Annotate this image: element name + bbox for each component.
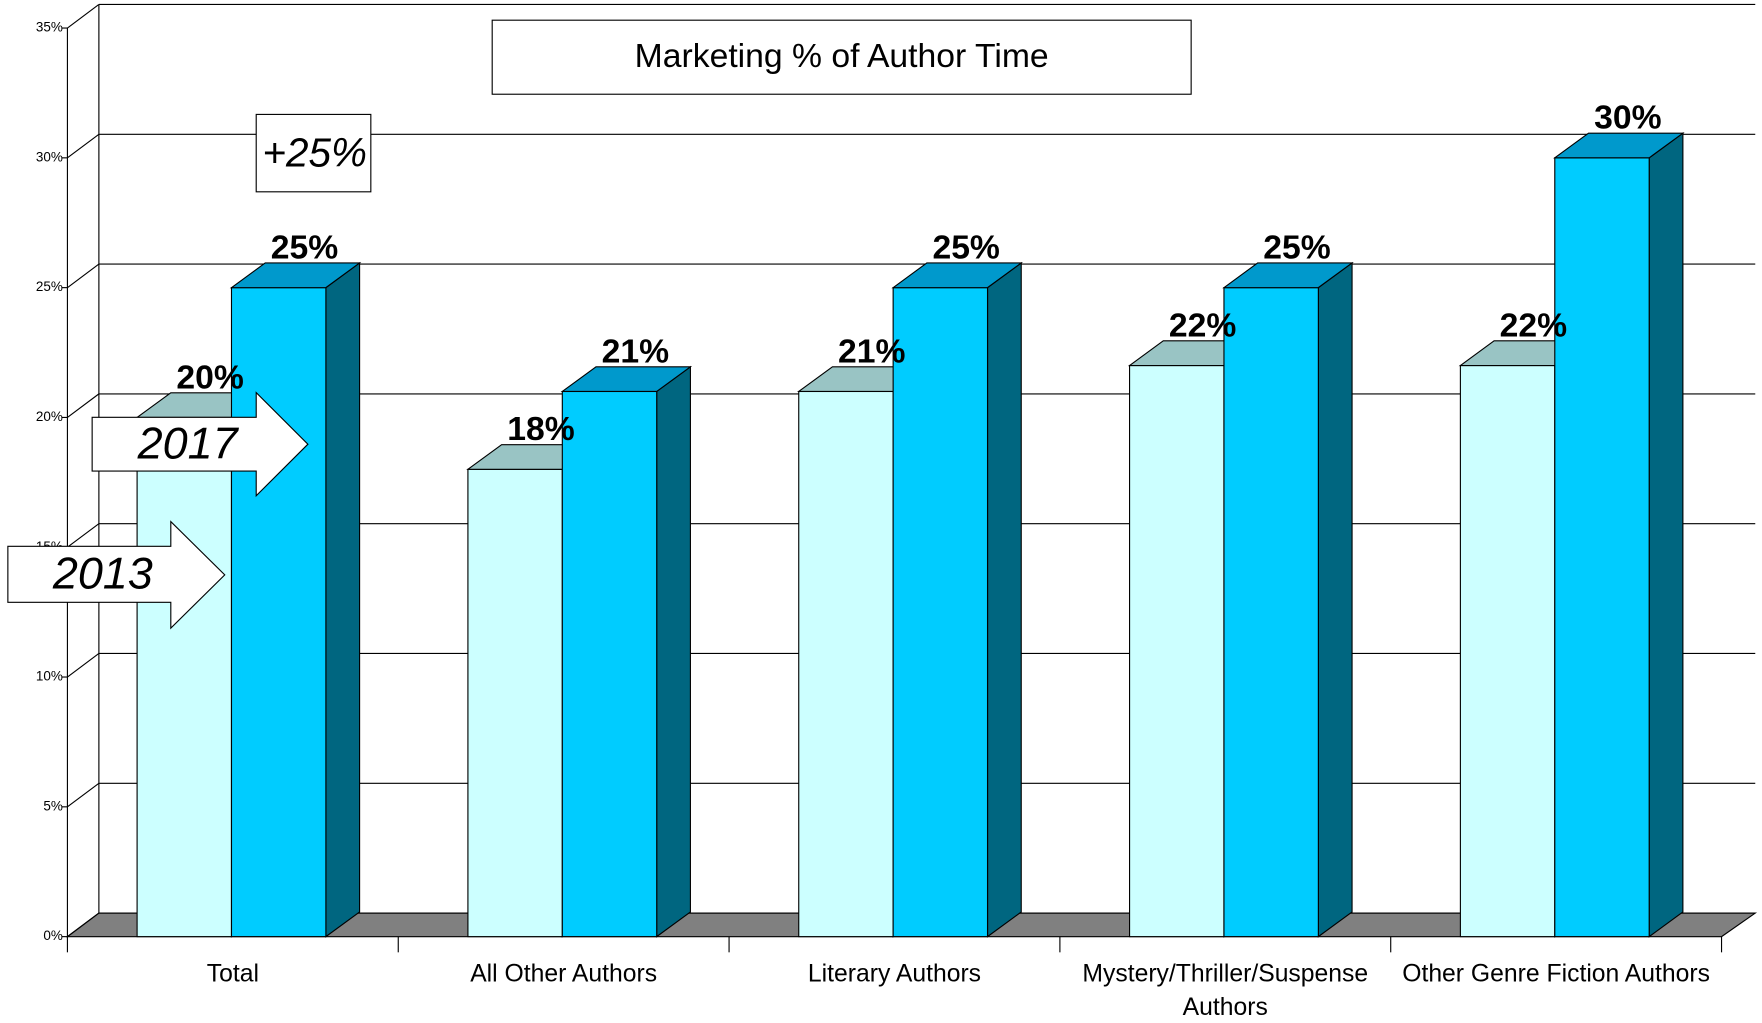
value-label: 25%: [1263, 230, 1331, 267]
value-label: 20%: [176, 359, 244, 396]
bar: [1223, 287, 1319, 938]
bar-side: [986, 261, 1022, 938]
chart-title: Marketing % of Author Time: [635, 38, 1049, 75]
grid-line: [67, 653, 100, 678]
grid-line: [67, 782, 100, 808]
x-label-box: Literary Authors: [807, 959, 982, 988]
grid-line: [67, 912, 100, 938]
value-label: 21%: [838, 333, 906, 370]
value-label: 22%: [1500, 307, 1568, 344]
x-label-box: All Other Authors: [470, 959, 658, 988]
grid-line: [67, 4, 100, 29]
bar-top: [229, 262, 362, 289]
x-tick-label: All Other Authors: [470, 959, 658, 988]
value-label: 30%: [1594, 100, 1662, 137]
y-tick-label: 25%: [36, 279, 63, 294]
value-label: 22%: [1169, 307, 1237, 344]
y-tick-label: 20%: [36, 409, 63, 424]
bar: [892, 287, 989, 938]
legend-arrow: [7, 520, 226, 630]
y-tick-label: 5%: [43, 798, 63, 813]
bar: [561, 390, 658, 938]
bar: [230, 287, 327, 938]
bar: [136, 416, 233, 938]
x-tick-label: Literary Authors: [807, 959, 982, 988]
grid-line: [67, 263, 100, 289]
bar: [467, 468, 563, 938]
legend-label: 2013: [52, 547, 153, 598]
grid-line: [67, 393, 100, 418]
y-tick-label: 35%: [36, 20, 63, 35]
x-tick-label: Mystery/Thriller/Suspense Authors: [1082, 959, 1369, 1021]
title-box: [491, 19, 1192, 95]
value-label: 25%: [271, 230, 339, 267]
bar: [1459, 364, 1556, 938]
y-tick-label: 0%: [43, 928, 63, 943]
legend-arrow: [91, 391, 309, 498]
bar-top: [1222, 262, 1354, 289]
x-tick-label: Other Genre Fiction Authors: [1402, 959, 1711, 988]
bar-top: [891, 262, 1023, 289]
grid-line: [67, 133, 100, 159]
x-label-box: Other Genre Fiction Authors: [1402, 959, 1711, 988]
grid-line: [67, 523, 100, 548]
bar-side: [656, 365, 691, 938]
value-label: 21%: [602, 333, 670, 370]
y-tick-label: 10%: [36, 669, 63, 684]
bar-side: [1648, 132, 1684, 938]
annotation: +25%: [262, 130, 367, 176]
x-tick-label: Total: [206, 959, 259, 988]
x-label-box: Mystery/Thriller/Suspense Authors: [1082, 959, 1369, 1021]
bar-side: [325, 261, 361, 938]
legend-label: 2017: [137, 417, 240, 468]
bar-top: [560, 366, 693, 393]
value-label: 18%: [507, 411, 575, 448]
bar: [1554, 157, 1650, 938]
bar: [1129, 364, 1225, 938]
x-label-box: Total: [206, 959, 259, 988]
y-tick-label: 30%: [36, 149, 63, 164]
bar-top: [1553, 132, 1685, 159]
annotation-box: [255, 113, 372, 193]
bar: [798, 390, 894, 938]
bar-side: [1317, 261, 1353, 938]
value-label: 25%: [932, 230, 1000, 267]
